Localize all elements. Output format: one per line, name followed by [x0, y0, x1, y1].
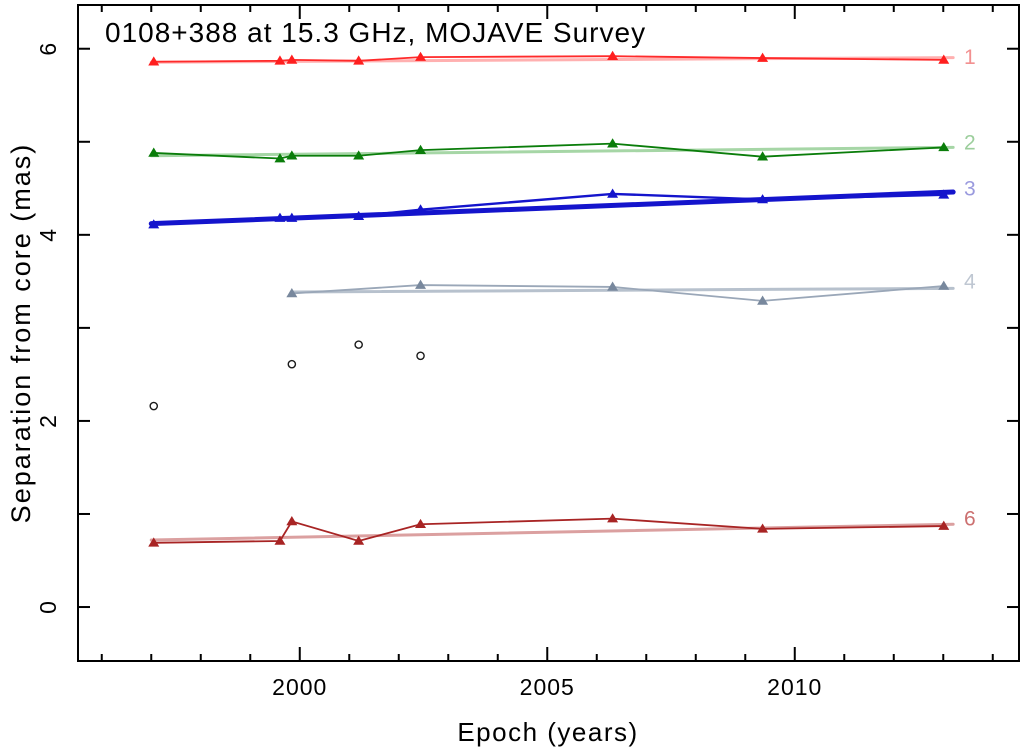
component-3-marker [353, 210, 365, 221]
unidentified-component-marker [416, 351, 425, 361]
x-tick-label: 2005 [520, 674, 575, 700]
series-1: 1 [148, 46, 976, 69]
component-2-marker [415, 144, 427, 154]
component-1-marker [274, 55, 286, 65]
component-3-marker [274, 212, 286, 222]
chart-title: 0108+388 at 15.3 GHz, MOJAVE Survey [105, 17, 646, 48]
unidentified-component-marker [287, 359, 297, 369]
y-tick-label: 4 [35, 228, 61, 242]
component-2-marker [286, 150, 298, 160]
component-6-marker [353, 535, 365, 545]
component-2-marker [938, 141, 950, 152]
plot-frame [77, 4, 1020, 662]
axis-tick-labels: 2000 2005 2010 0 2 4 6 [35, 42, 822, 700]
component-6-marker [148, 537, 160, 547]
series-2: 2 [148, 132, 976, 163]
component-1-marker [938, 54, 950, 64]
component-1-marker [757, 52, 769, 62]
component-2-marker [274, 153, 286, 163]
component-4-marker [415, 279, 427, 289]
component-2-marker [757, 151, 769, 161]
axes-frame [77, 4, 1020, 662]
axis-ticks [78, 5, 1019, 661]
component-2-fit-line [149, 145, 955, 158]
component-6-marker [286, 516, 298, 526]
data-series: 1 2 3 4 6 [148, 46, 976, 547]
unidentified-component-marker [354, 340, 363, 349]
component-2-marker [607, 138, 619, 148]
component-4-marker [938, 280, 950, 290]
component-6-marker [415, 518, 427, 529]
component-3-marker [938, 189, 950, 199]
component-4-label: 4 [964, 270, 976, 293]
component-6-fit-line [149, 522, 955, 542]
component-1-label: 1 [964, 46, 976, 69]
component-2-marker [353, 150, 365, 160]
component-3-marker [286, 212, 298, 222]
series-6: 6 [148, 508, 976, 547]
component-2-marker [148, 147, 160, 157]
x-axis-label: Epoch (years) [457, 717, 638, 747]
component-3-marker [148, 219, 160, 229]
component-6-data-line [153, 517, 944, 544]
component-4-marker [286, 288, 298, 298]
component-3-marker [607, 188, 619, 198]
component-1-marker [415, 51, 427, 61]
component-6-marker [607, 513, 619, 523]
component-4-marker [757, 295, 769, 305]
component-6-marker [757, 523, 769, 533]
component-4-fit-line [290, 286, 955, 294]
component-3-marker [415, 204, 427, 214]
component-1-marker [353, 55, 365, 65]
y-axis-label: Separation from core (mas) [6, 143, 36, 524]
component-3-label: 3 [964, 177, 976, 200]
component-4-marker [607, 281, 619, 291]
series-circles [149, 340, 425, 411]
series-3: 3 [148, 177, 976, 229]
x-tick-label: 2010 [767, 674, 822, 700]
y-tick-label: 2 [35, 414, 61, 428]
component-1-marker [148, 56, 160, 66]
component-6-label: 6 [964, 508, 976, 531]
component-6-marker [274, 535, 286, 545]
component-1-marker [607, 50, 619, 60]
y-tick-label: 0 [35, 600, 61, 614]
component-3-marker [757, 194, 769, 204]
component-6-marker [938, 520, 950, 530]
y-tick-label: 6 [35, 42, 61, 56]
series-4: 4 [286, 270, 976, 305]
unidentified-component-marker [149, 401, 159, 411]
x-tick-label: 2000 [272, 674, 327, 700]
component-1-marker [286, 54, 298, 64]
component-2-label: 2 [964, 132, 976, 155]
